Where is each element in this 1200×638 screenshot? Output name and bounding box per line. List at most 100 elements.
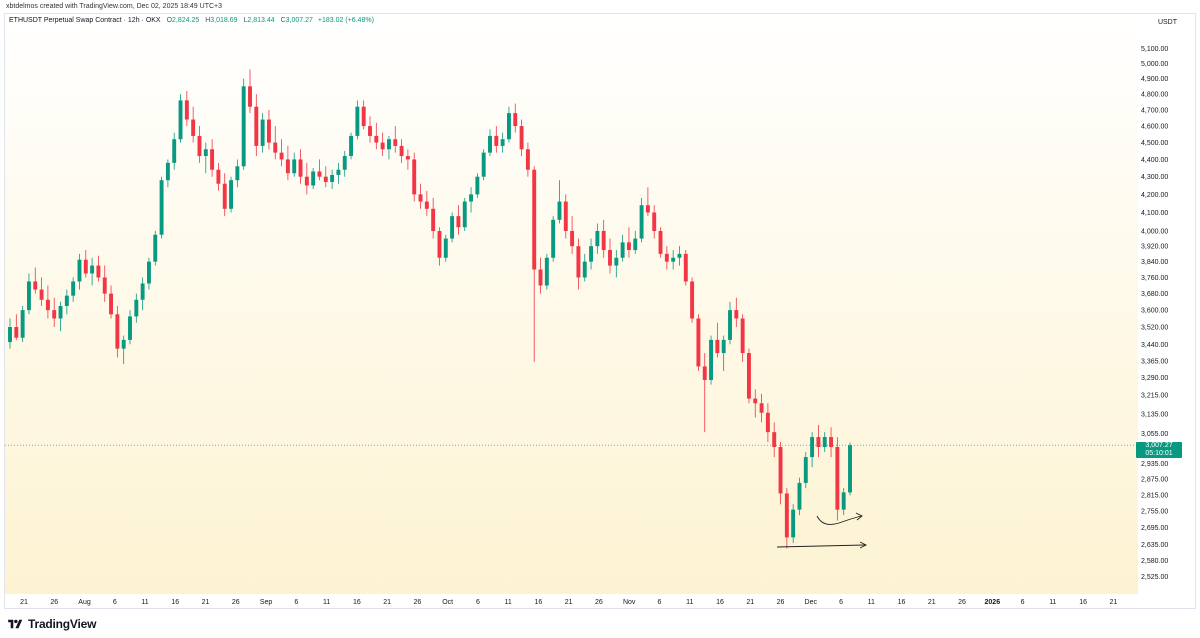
candle-up — [8, 326, 12, 343]
price-tick-label: 2,875.00 — [1141, 476, 1168, 483]
high-key: H — [205, 17, 211, 24]
candle-down — [304, 176, 309, 186]
candle-down — [563, 201, 568, 232]
candle-down — [399, 145, 404, 157]
candle-down — [532, 169, 537, 270]
candle-down — [368, 126, 372, 136]
candle-down — [570, 231, 575, 247]
price-tick-label: 3,055.00 — [1141, 431, 1168, 438]
time-tick-label: 2026 — [985, 599, 1001, 606]
time-tick-label: Nov — [623, 599, 636, 606]
time-tick-label: Dec — [805, 599, 818, 606]
high-value: 3,018.69 — [210, 17, 238, 24]
candle-up — [146, 261, 151, 284]
candle-up — [229, 180, 234, 209]
candle-down — [418, 194, 423, 202]
candle-down — [431, 208, 436, 232]
candle-up — [172, 139, 177, 163]
candle-up — [77, 259, 82, 282]
time-tick-label: 21 — [928, 599, 936, 606]
candle-up — [551, 219, 556, 258]
price-tick-label: 3,365.00 — [1141, 358, 1168, 365]
price-tick-label: 4,100.00 — [1141, 210, 1168, 217]
candle-down — [658, 231, 663, 254]
candle-up — [71, 281, 76, 296]
candle-up — [721, 339, 726, 354]
price-tick-label: 2,695.00 — [1141, 525, 1168, 532]
candle-down — [753, 398, 758, 404]
candle-down — [361, 106, 366, 127]
candle-up — [595, 231, 600, 247]
low-key: L — [243, 17, 248, 24]
candle-up — [728, 310, 732, 340]
price-tick-label: 3,680.00 — [1141, 291, 1168, 298]
time-tick-label: 16 — [535, 599, 543, 606]
candle-down — [184, 100, 189, 120]
last-price-badge: 3,007.27 05:10:01 — [1136, 442, 1182, 458]
price-tick-label: 4,000.00 — [1141, 229, 1168, 236]
candle-down — [102, 277, 107, 294]
candle-down — [191, 119, 196, 136]
candle-up — [349, 135, 354, 157]
candle-down — [608, 250, 612, 266]
footer-brand-text: TradingView — [28, 617, 97, 631]
candle-up — [159, 180, 164, 235]
chart-panel[interactable]: 5,100.00 5,000.00 4,900.00 4,800.00 4,700.00… — [4, 13, 1196, 609]
symbol-legend[interactable]: ETHUSDT Perpetual Swap Contract · 12h · … — [9, 17, 374, 24]
candle-up — [462, 201, 467, 228]
time-tick-label: Oct — [442, 599, 453, 606]
candle-up — [620, 242, 625, 258]
price-axis[interactable]: 5,100.00 5,000.00 4,900.00 4,800.00 4,700.00… — [1141, 46, 1168, 581]
time-tick-label: 16 — [716, 599, 724, 606]
candle-down — [835, 447, 840, 510]
candle-down — [405, 156, 410, 160]
candle-down — [683, 253, 688, 282]
candle-up — [506, 113, 511, 140]
time-tick-label: 21 — [746, 599, 754, 606]
candle-up — [803, 457, 808, 483]
candle-down — [254, 106, 259, 146]
price-tick-label: 4,800.00 — [1141, 92, 1168, 99]
candle-down — [96, 265, 101, 278]
candle-down — [210, 149, 215, 170]
candle-down — [690, 281, 695, 319]
candle-down — [513, 113, 518, 127]
chart-credit: xbtdelmos created with TradingView.com, … — [6, 3, 223, 10]
time-tick-label: 26 — [50, 599, 58, 606]
time-tick-label: 6 — [113, 599, 117, 606]
candle-up — [797, 482, 802, 510]
price-tick-label: 2,525.00 — [1141, 574, 1168, 581]
currency-label[interactable]: USDT — [1157, 19, 1177, 26]
candle-down — [778, 447, 783, 494]
candle-down — [52, 310, 57, 319]
price-tick-label: 3,840.00 — [1141, 259, 1168, 266]
time-tick-label: 6 — [839, 599, 843, 606]
candle-up — [203, 149, 208, 157]
candle-up — [589, 246, 594, 262]
candle-down — [746, 353, 751, 399]
candle-down — [829, 437, 834, 448]
last-price-value: 3,007.27 — [1145, 442, 1173, 449]
price-tick-label: 3,290.00 — [1141, 375, 1168, 382]
footer-brand[interactable]: TradingView — [6, 616, 96, 632]
price-tick-label: 4,900.00 — [1141, 76, 1168, 83]
candle-down — [14, 326, 19, 338]
price-tick-label: 4,700.00 — [1141, 107, 1168, 114]
candle-up — [557, 201, 562, 220]
candlestick-chart[interactable]: 5,100.00 5,000.00 4,900.00 4,800.00 4,700.00… — [5, 14, 1195, 608]
price-tick-label: 2,935.00 — [1141, 461, 1168, 468]
time-tick-label: 11 — [1049, 599, 1056, 606]
drawn-arrow-lower — [776, 544, 866, 548]
candle-up — [582, 261, 587, 278]
time-tick-label: 21 — [202, 599, 210, 606]
candle-down — [266, 119, 271, 143]
price-tick-label: 3,520.00 — [1141, 324, 1168, 331]
time-axis[interactable]: 21 26 Aug 6 11 16 21 26 Sep 6 11 16 21 26 Oct 6 11 16 21 26… — [20, 599, 1117, 606]
candle-down — [784, 493, 789, 538]
time-tick-label: 6 — [1021, 599, 1025, 606]
tradingview-logo-icon — [8, 619, 23, 629]
candle-up — [260, 119, 265, 146]
time-tick-label: 16 — [898, 599, 906, 606]
close-key: C — [280, 17, 286, 24]
time-tick-label: 6 — [476, 599, 480, 606]
